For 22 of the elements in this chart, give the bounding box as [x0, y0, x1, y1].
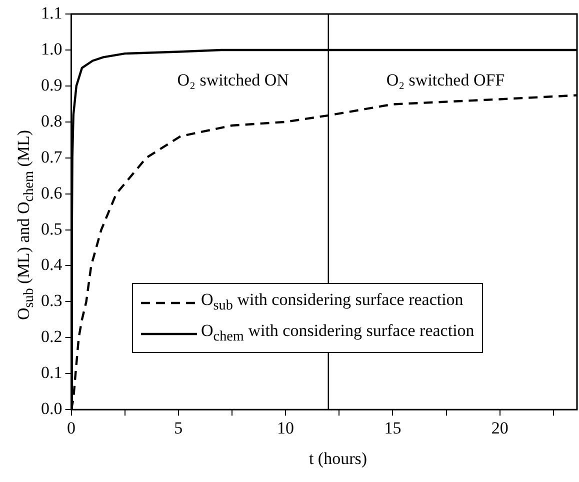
x-tick-label: 5 [174, 418, 183, 438]
y-tick-label: 0.7 [41, 147, 63, 166]
x-tick-label: 20 [491, 418, 508, 438]
y-tick-label: 0.9 [41, 75, 62, 94]
annotation: O₂ switched ON [177, 70, 289, 90]
annotation: O₂ switched OFF [386, 70, 505, 90]
y-tick-label: 0.1 [41, 363, 62, 382]
x-tick-label: 0 [67, 418, 76, 438]
x-tick-label: 10 [277, 418, 294, 438]
y-tick-label: 0.3 [41, 291, 62, 310]
legend-label: O$_{chem}$ with considering surface reaction [201, 321, 474, 346]
y-tick-label: 0.6 [41, 183, 62, 202]
x-axis-title: t (hours) [308, 449, 368, 469]
y-tick-label: 0.8 [41, 111, 62, 130]
y-tick-label: 1.0 [41, 39, 62, 58]
y-tick-label: 0.4 [41, 255, 63, 274]
y-tick-label: 0.5 [41, 219, 62, 238]
x-tick-label: 15 [384, 418, 402, 438]
y-tick-label: 0.2 [41, 327, 62, 346]
legend-label: O$_{sub}$ with considering surface reaction [201, 290, 464, 315]
y-tick-label: 1.1 [41, 3, 62, 22]
y-tick-label: 0.0 [41, 399, 62, 418]
